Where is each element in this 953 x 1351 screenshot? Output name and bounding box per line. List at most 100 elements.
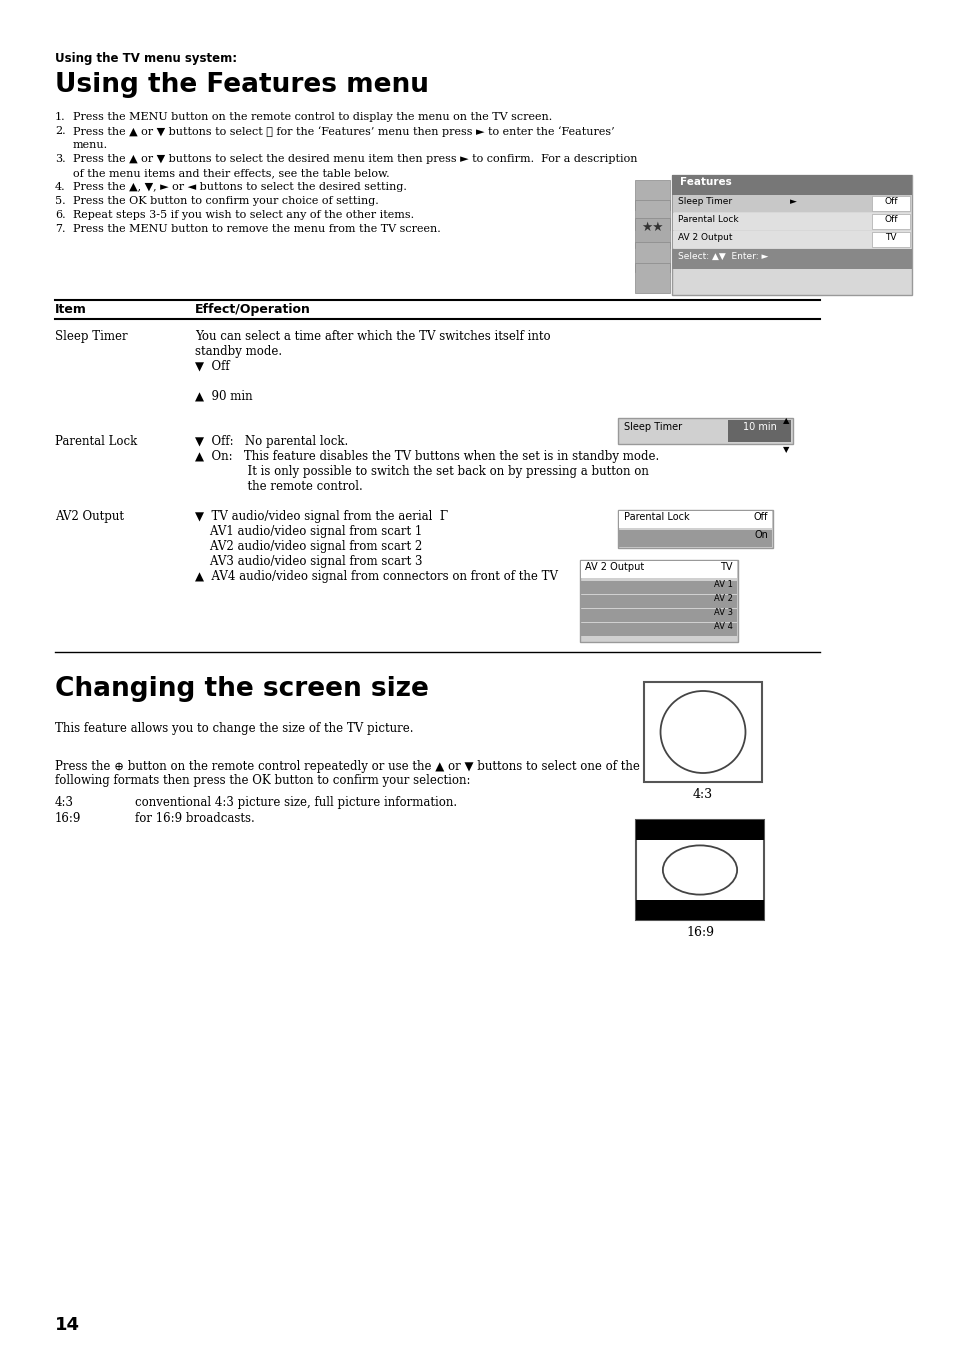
Text: Press the ⊕ button on the remote control repeatedly or use the ▲ or ▼ buttons to: Press the ⊕ button on the remote control… [55, 761, 639, 773]
Text: Press the OK button to confirm your choice of setting.: Press the OK button to confirm your choi… [73, 196, 378, 205]
Text: Press the ▲ or ▼ buttons to select the desired menu item then press ► to confirm: Press the ▲ or ▼ buttons to select the d… [73, 154, 637, 163]
Text: ▲  AV4 audio/video signal from connectors on front of the TV: ▲ AV4 audio/video signal from connectors… [194, 570, 558, 584]
Bar [580, 594, 737, 608]
Text: AV1 audio/video signal from scart 1: AV1 audio/video signal from scart 1 [194, 526, 422, 538]
Bar [671, 249, 911, 269]
Bar [580, 581, 737, 594]
Text: AV 4: AV 4 [714, 621, 732, 631]
Text: 14: 14 [55, 1316, 80, 1333]
Text: Press the MENU button on the remote control to display the menu on the TV screen: Press the MENU button on the remote cont… [73, 112, 552, 122]
Text: ▲  90 min: ▲ 90 min [194, 390, 253, 403]
Text: 2.: 2. [55, 126, 66, 136]
Text: standby mode.: standby mode. [194, 345, 282, 358]
Text: Press the ▲ or ▼ buttons to select ★ for the ‘Features’ menu then press ► to ent: Press the ▲ or ▼ buttons to select ★ for… [73, 126, 614, 136]
Bar [871, 196, 909, 211]
Text: Off: Off [753, 512, 767, 521]
Text: ▼  TV audio/video signal from the aerial  Γ: ▼ TV audio/video signal from the aerial … [194, 509, 448, 523]
Bar [671, 176, 911, 195]
Text: It is only possible to switch the set back on by pressing a button on: It is only possible to switch the set ba… [194, 465, 648, 478]
Text: Features: Features [679, 177, 731, 186]
Bar [636, 820, 763, 920]
Text: 7.: 7. [55, 224, 66, 234]
Text: Changing the screen size: Changing the screen size [55, 676, 429, 703]
Bar [672, 195, 910, 212]
Text: 16:9: 16:9 [685, 925, 713, 939]
Text: for 16:9 broadcasts.: for 16:9 broadcasts. [135, 812, 254, 825]
Text: AV 2 Output: AV 2 Output [678, 232, 732, 242]
Text: Repeat steps 3-5 if you wish to select any of the other items.: Repeat steps 3-5 if you wish to select a… [73, 209, 414, 220]
Text: following formats then press the OK button to confirm your selection:: following formats then press the OK butt… [55, 774, 470, 788]
Text: Select: ▲▼  Enter: ►: Select: ▲▼ Enter: ► [678, 253, 767, 261]
Text: 16:9: 16:9 [55, 812, 81, 825]
Text: Off: Off [883, 197, 897, 205]
Text: 3.: 3. [55, 154, 66, 163]
Text: AV3 audio/video signal from scart 3: AV3 audio/video signal from scart 3 [194, 555, 422, 567]
Ellipse shape [659, 690, 744, 773]
Text: 6.: 6. [55, 209, 66, 220]
Text: ►: ► [789, 197, 796, 205]
Text: of the menu items and their effects, see the table below.: of the menu items and their effects, see… [73, 168, 389, 178]
Bar [635, 200, 669, 230]
Text: ▼  Off:   No parental lock.: ▼ Off: No parental lock. [194, 435, 348, 449]
Bar [580, 609, 737, 621]
Text: Sleep Timer: Sleep Timer [55, 330, 128, 343]
Bar [636, 820, 763, 840]
Bar [871, 213, 909, 230]
Text: menu.: menu. [73, 141, 108, 150]
Text: Sleep Timer: Sleep Timer [623, 422, 681, 432]
Text: 1.: 1. [55, 112, 66, 122]
Text: Press the MENU button to remove the menu from the TV screen.: Press the MENU button to remove the menu… [73, 224, 440, 234]
Ellipse shape [662, 846, 737, 894]
Text: AV 2 Output: AV 2 Output [584, 562, 643, 571]
Text: 10 min: 10 min [742, 422, 776, 432]
Text: ★★: ★★ [640, 222, 662, 234]
Bar [635, 180, 669, 209]
Bar [672, 231, 910, 249]
Text: TV: TV [720, 562, 732, 571]
Text: AV2 Output: AV2 Output [55, 509, 124, 523]
Bar [643, 682, 761, 782]
Text: Sleep Timer: Sleep Timer [678, 197, 731, 205]
Text: AV 3: AV 3 [713, 608, 732, 617]
Text: TV: TV [884, 232, 896, 242]
Text: On: On [753, 530, 767, 540]
Text: ▲  On:   This feature disables the TV buttons when the set is in standby mode.: ▲ On: This feature disables the TV butto… [194, 450, 659, 463]
Text: Effect/Operation: Effect/Operation [194, 303, 311, 316]
Text: ▼: ▼ [781, 444, 788, 454]
Text: conventional 4:3 picture size, full picture information.: conventional 4:3 picture size, full pict… [135, 796, 456, 809]
Bar [635, 263, 669, 293]
Text: AV 1: AV 1 [714, 580, 732, 589]
Bar [635, 218, 669, 249]
Text: 4.: 4. [55, 182, 66, 192]
Text: AV 2: AV 2 [714, 594, 732, 603]
Bar [618, 511, 771, 528]
Text: Parental Lock: Parental Lock [678, 215, 738, 224]
Bar [618, 530, 771, 547]
Bar [580, 561, 737, 578]
Text: Parental Lock: Parental Lock [55, 435, 137, 449]
Text: Press the ▲, ▼, ► or ◄ buttons to select the desired setting.: Press the ▲, ▼, ► or ◄ buttons to select… [73, 182, 406, 192]
Bar [871, 232, 909, 247]
Text: You can select a time after which the TV switches itself into: You can select a time after which the TV… [194, 330, 550, 343]
Text: 4:3: 4:3 [692, 788, 712, 801]
Bar [635, 242, 669, 272]
Bar [727, 420, 790, 442]
Text: 5.: 5. [55, 196, 66, 205]
Text: Using the Features menu: Using the Features menu [55, 72, 429, 99]
Text: 4:3: 4:3 [55, 796, 74, 809]
Text: Off: Off [883, 215, 897, 224]
Bar [636, 900, 763, 920]
Bar [579, 561, 738, 642]
Text: Parental Lock: Parental Lock [623, 512, 689, 521]
Bar [671, 176, 911, 295]
Bar [618, 417, 792, 444]
Text: ▼  Off: ▼ Off [194, 359, 230, 373]
Text: the remote control.: the remote control. [194, 480, 362, 493]
Text: This feature allows you to change the size of the TV picture.: This feature allows you to change the si… [55, 721, 413, 735]
Text: AV2 audio/video signal from scart 2: AV2 audio/video signal from scart 2 [194, 540, 422, 553]
Text: Using the TV menu system:: Using the TV menu system: [55, 51, 237, 65]
Bar [580, 623, 737, 636]
Text: Item: Item [55, 303, 87, 316]
Bar [618, 509, 772, 549]
Text: ▲: ▲ [781, 416, 788, 426]
